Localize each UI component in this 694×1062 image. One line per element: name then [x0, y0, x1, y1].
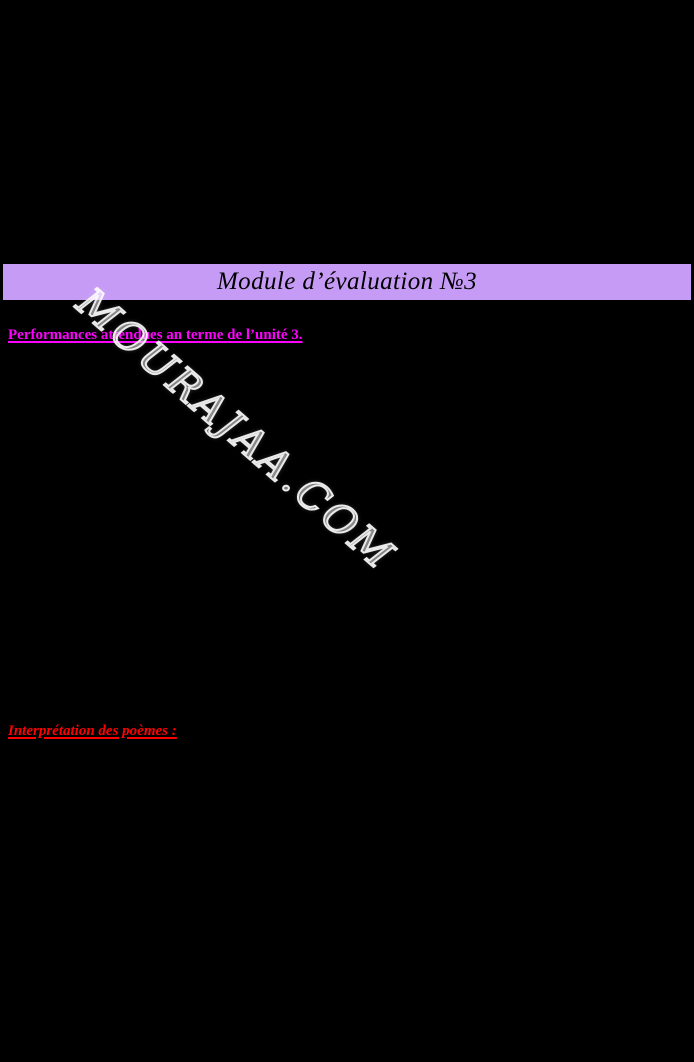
module-title-banner: Module d’évaluation №3 [3, 264, 691, 300]
blank-region-bottom [0, 750, 694, 1062]
blank-region-top [0, 0, 694, 264]
heading-performances-attendues: Performances attendues an terme de l’uni… [8, 327, 303, 343]
heading-interpretation-des-poemes: Interprétation des poèmes : [8, 723, 177, 739]
page-title: Module d’évaluation №3 [216, 267, 478, 295]
blank-region-middle [0, 352, 694, 723]
